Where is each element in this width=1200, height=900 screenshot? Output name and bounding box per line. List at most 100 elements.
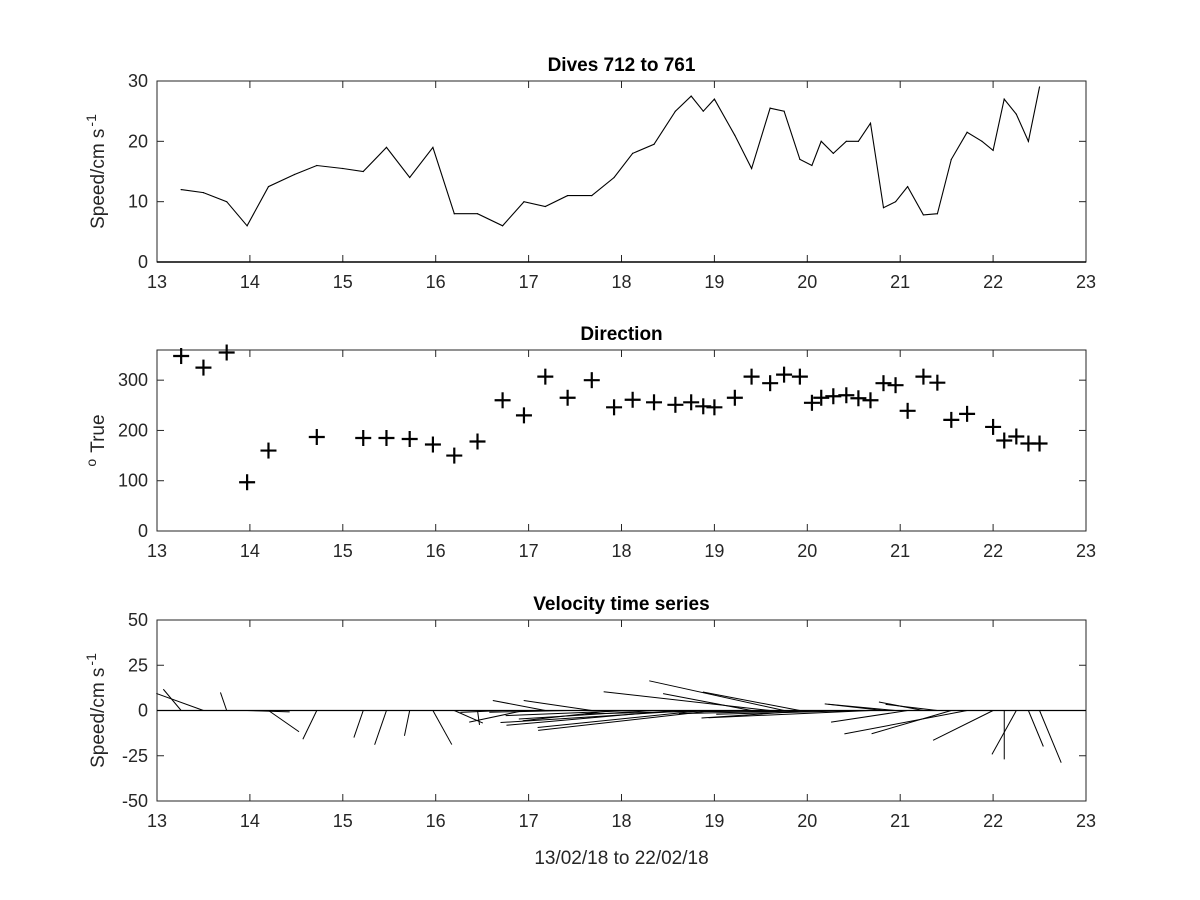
direction-marker	[239, 474, 256, 491]
speed-title: Dives 712 to 761	[548, 55, 696, 76]
direction-marker	[424, 436, 441, 453]
speed-xtick-label: 18	[611, 272, 631, 292]
velocity-stick	[649, 680, 785, 711]
speed-xtick-label: 16	[426, 272, 446, 292]
direction-marker	[706, 399, 723, 416]
velocity-stick	[1039, 710, 1062, 763]
speed-point	[992, 149, 994, 151]
speed-point	[882, 207, 885, 209]
velocity-axes: Velocity time series 13 14 15 16 17 18 19 20 21 22…	[83, 594, 1096, 869]
velocity-ytick-label: 0	[138, 701, 148, 721]
direction-marker	[862, 392, 879, 409]
direction-xtick-label: 23	[1076, 541, 1096, 561]
direction-xtick-label: 21	[890, 541, 910, 561]
velocity-stick	[828, 703, 896, 711]
speed-ylabel-superscript: -1	[83, 114, 99, 127]
direction-axes: Direction 13 14 15 16 17 18 19 20 21 22 23 0 100 200 30…	[83, 324, 1096, 561]
velocity-stick	[991, 710, 1017, 755]
speed-point	[690, 95, 692, 97]
direction-marker	[899, 402, 916, 419]
direction-marker	[583, 372, 600, 389]
velocity-stick	[374, 710, 387, 745]
speed-xtick-label: 14	[240, 272, 260, 292]
velocity-title: Velocity time series	[533, 594, 709, 615]
speed-xtick-label: 13	[147, 272, 167, 292]
speed-point	[845, 140, 847, 142]
speed-point	[342, 167, 344, 170]
velocity-stick	[162, 688, 182, 711]
speed-ytick-label: 10	[128, 192, 148, 212]
direction-marker	[959, 405, 976, 422]
velocity-stick	[702, 691, 800, 711]
velocity-stick	[663, 693, 752, 711]
velocity-stick	[489, 710, 568, 713]
direction-xtick-label: 13	[147, 541, 167, 561]
velocity-ylabel-superscript: -1	[83, 653, 99, 666]
velocity-stick	[492, 699, 546, 711]
direction-marker	[308, 428, 325, 445]
velocity-xtick-label: 23	[1076, 811, 1096, 831]
speed-ytick-label: 0	[138, 252, 148, 272]
direction-marker	[776, 366, 793, 383]
direction-ytick-label: 300	[118, 370, 148, 390]
direction-marker	[469, 433, 486, 450]
speed-point	[799, 158, 801, 161]
speed-axes: Dives 712 to 761 13 14 15 16 17 18 19 20 21 22 23 0 1…	[83, 55, 1096, 292]
speed-point	[267, 185, 270, 188]
speed-point	[476, 213, 479, 215]
velocity-ylabel-main: Speed/cm s	[88, 668, 109, 768]
direction-marker	[915, 368, 932, 385]
speed-xtick-label: 17	[519, 272, 539, 292]
velocity-xtick-label: 15	[333, 811, 353, 831]
speed-point	[783, 110, 785, 112]
velocity-xtick-label: 17	[519, 811, 539, 831]
velocity-stick	[871, 710, 952, 735]
velocity-stick	[454, 710, 484, 724]
speed-point	[811, 164, 813, 167]
velocity-ytick-label: -50	[122, 791, 148, 811]
direction-xtick-label: 20	[797, 541, 817, 561]
velocity-stick	[518, 710, 655, 720]
speed-point	[769, 107, 771, 109]
velocity-stick	[247, 710, 290, 713]
speed-xtick-label: 21	[890, 272, 910, 292]
direction-marker	[559, 389, 576, 406]
speed-point	[750, 167, 753, 170]
velocity-xlabel: 13/02/18 to 22/02/18	[534, 848, 708, 869]
direction-xtick-label: 17	[519, 541, 539, 561]
direction-ylabel-main: True	[88, 414, 109, 452]
direction-plot-frame	[156, 349, 1087, 532]
direction-marker	[791, 368, 808, 385]
velocity-stick	[353, 710, 364, 738]
direction-marker	[624, 391, 641, 408]
velocity-stick	[1027, 710, 1044, 747]
direction-marker	[667, 396, 684, 413]
velocity-stick	[156, 692, 204, 711]
direction-xtick-label: 16	[426, 541, 446, 561]
direction-marker	[726, 389, 743, 406]
direction-ytick-label: 0	[138, 521, 148, 541]
direction-title: Direction	[580, 324, 662, 345]
direction-marker	[401, 430, 418, 447]
speed-point	[713, 98, 716, 100]
direction-xtick-label: 22	[983, 541, 1003, 561]
speed-point	[293, 173, 296, 176]
speed-point	[1003, 98, 1005, 100]
speed-point	[246, 225, 248, 227]
speed-point	[820, 140, 822, 142]
speed-point	[857, 140, 859, 142]
velocity-ytick-label: 50	[128, 610, 148, 630]
direction-ytick-label: 200	[118, 420, 148, 440]
speed-point	[453, 213, 455, 215]
direction-ylabel-superscript: o	[83, 459, 99, 467]
speed-point	[981, 140, 983, 142]
velocity-stick	[885, 703, 938, 711]
direction-marker	[743, 368, 760, 385]
velocity-stick	[603, 691, 771, 711]
velocity-xtick-label: 19	[704, 811, 724, 831]
speed-point	[1027, 140, 1030, 142]
velocity-stick	[932, 710, 994, 741]
direction-marker	[943, 411, 960, 428]
direction-marker	[446, 447, 463, 464]
velocity-stick	[268, 710, 300, 733]
